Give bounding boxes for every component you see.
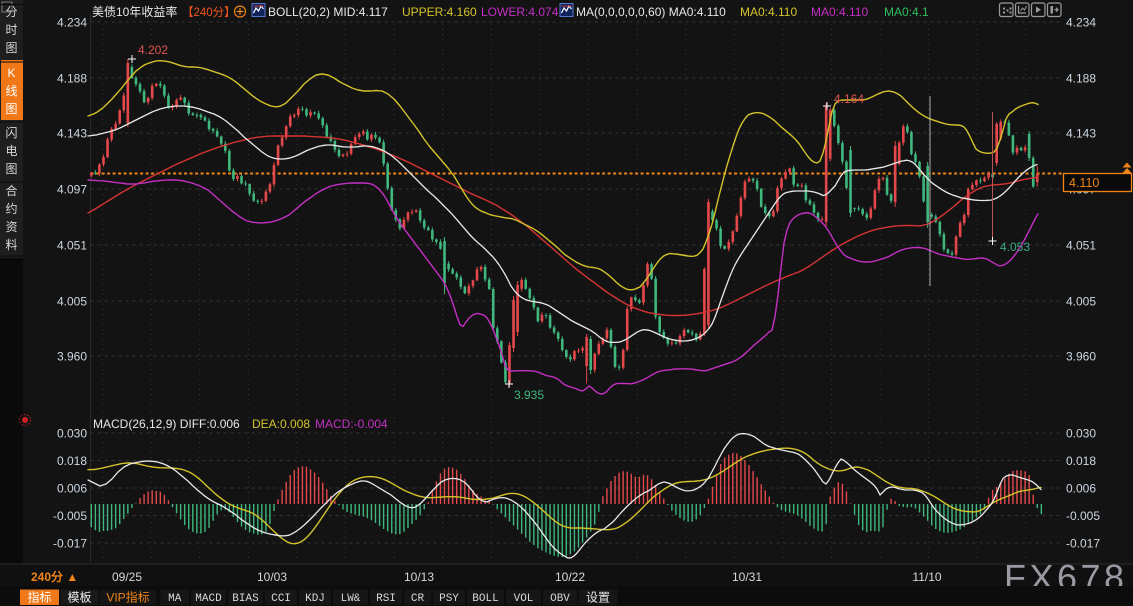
svg-text:4.143: 4.143 [1066, 127, 1096, 141]
svg-text:设置: 设置 [586, 591, 610, 605]
svg-text:MA0:4.1: MA0:4.1 [884, 5, 929, 19]
svg-text:闪: 闪 [5, 126, 17, 140]
svg-text:MACD: MACD [195, 593, 222, 605]
svg-text:09/25: 09/25 [112, 570, 142, 584]
svg-text:0.006: 0.006 [1066, 482, 1096, 496]
svg-text:-0.017: -0.017 [53, 537, 87, 551]
svg-text:4.053: 4.053 [1000, 240, 1030, 254]
svg-text:MACD(26,12,9) DIFF:0.006: MACD(26,12,9) DIFF:0.006 [93, 417, 240, 431]
svg-text:指标: 指标 [27, 590, 51, 605]
svg-text:0.018: 0.018 [57, 454, 87, 468]
svg-text:MA0:4.110: MA0:4.110 [811, 5, 868, 19]
svg-text:线: 线 [5, 84, 17, 98]
svg-text:PSY: PSY [439, 593, 459, 605]
svg-text:约: 约 [5, 201, 17, 216]
svg-text:LW&: LW& [341, 593, 361, 605]
svg-text:DEA:0.008: DEA:0.008 [252, 417, 310, 431]
svg-text:RSI: RSI [376, 593, 396, 605]
svg-text:4.234: 4.234 [57, 16, 87, 30]
svg-text:MA: MA [168, 593, 182, 605]
svg-text:CR: CR [411, 593, 425, 605]
svg-text:图: 图 [5, 162, 17, 176]
svg-text:4.005: 4.005 [1066, 295, 1096, 309]
svg-text:3.935: 3.935 [514, 388, 544, 402]
svg-text:-0.005: -0.005 [1066, 509, 1100, 523]
svg-text:图: 图 [5, 41, 17, 55]
svg-text:CCI: CCI [271, 593, 291, 605]
svg-text:MA0:4.110: MA0:4.110 [740, 5, 797, 19]
svg-text:KDJ: KDJ [305, 593, 325, 605]
svg-text:10/13: 10/13 [404, 570, 434, 584]
svg-text:4.234: 4.234 [1066, 16, 1096, 30]
svg-text:MACD:-0.004: MACD:-0.004 [315, 417, 388, 431]
svg-text:OBV: OBV [550, 593, 570, 605]
svg-text:3.960: 3.960 [1066, 350, 1096, 364]
svg-text:VOL: VOL [514, 593, 534, 605]
svg-text:4.164: 4.164 [834, 92, 864, 106]
svg-text:合: 合 [5, 183, 17, 198]
svg-text:BOLL: BOLL [472, 593, 498, 605]
svg-text:时: 时 [5, 23, 17, 37]
svg-text:0.030: 0.030 [1066, 427, 1096, 441]
svg-text:K: K [7, 66, 15, 80]
svg-text:4.143: 4.143 [57, 127, 87, 141]
svg-text:10/03: 10/03 [257, 570, 287, 584]
svg-text:资: 资 [5, 220, 17, 234]
svg-text:电: 电 [5, 144, 17, 158]
svg-text:0.006: 0.006 [57, 482, 87, 496]
svg-text:10/22: 10/22 [555, 570, 585, 584]
svg-text:4.202: 4.202 [138, 43, 168, 57]
svg-text:240分 ▲: 240分 ▲ [31, 569, 78, 584]
svg-text:0.030: 0.030 [57, 427, 87, 441]
svg-text:MA(0,0,0,0,0,60) MA0:4.110: MA(0,0,0,0,0,60) MA0:4.110 [576, 5, 726, 19]
svg-text:11/10: 11/10 [912, 570, 941, 584]
svg-text:VIP指标: VIP指标 [106, 590, 149, 605]
svg-text:BIAS: BIAS [232, 593, 259, 605]
svg-text:模板: 模板 [67, 591, 91, 605]
svg-text:4.188: 4.188 [1066, 72, 1096, 86]
svg-text:4.005: 4.005 [57, 295, 87, 309]
svg-text:LOWER:4.074: LOWER:4.074 [481, 5, 559, 19]
svg-text:4.188: 4.188 [57, 72, 87, 86]
svg-text:料: 料 [5, 238, 17, 252]
svg-text:10/31: 10/31 [732, 570, 762, 584]
svg-text:4.110: 4.110 [1069, 176, 1099, 190]
svg-text:-0.017: -0.017 [1066, 537, 1100, 551]
svg-text:4.051: 4.051 [1066, 239, 1096, 253]
svg-text:-0.005: -0.005 [53, 509, 87, 523]
svg-text:BOLL(20,2) MID:4.117: BOLL(20,2) MID:4.117 [268, 5, 388, 19]
svg-text:图: 图 [5, 102, 17, 116]
svg-text:美债10年收益率: 美债10年收益率 [92, 4, 177, 19]
svg-text:【240分】: 【240分】 [182, 6, 236, 19]
svg-text:0.018: 0.018 [1066, 454, 1096, 468]
svg-text:4.051: 4.051 [57, 239, 87, 253]
svg-text:UPPER:4.160: UPPER:4.160 [402, 5, 477, 19]
svg-text:4.097: 4.097 [57, 183, 87, 197]
svg-text:3.960: 3.960 [57, 350, 87, 364]
